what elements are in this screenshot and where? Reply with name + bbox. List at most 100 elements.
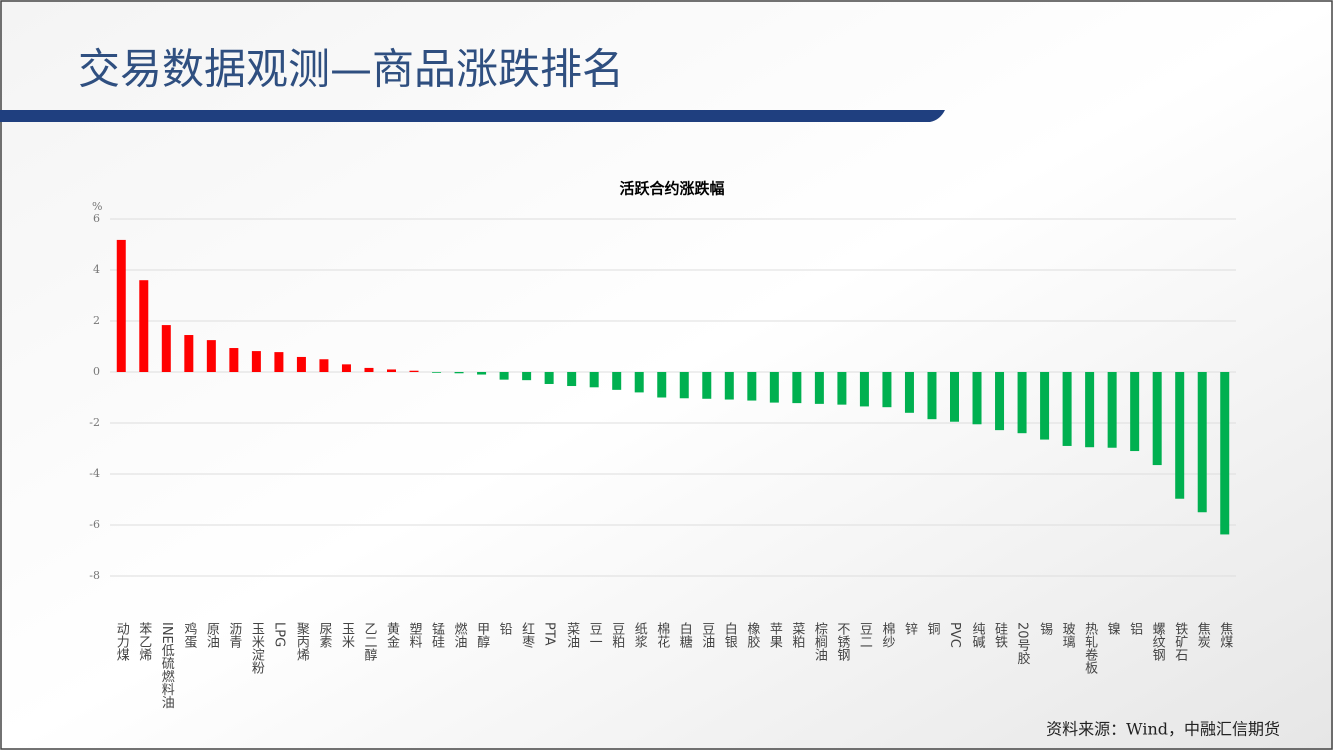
x-tick-label: 豆粕 xyxy=(609,622,625,648)
bar xyxy=(1130,372,1140,452)
bar xyxy=(1220,372,1230,535)
y-tick-label: -8 xyxy=(89,569,100,582)
x-tick-label: 白银 xyxy=(722,621,738,648)
x-tick-label: 鸡蛋 xyxy=(181,621,197,649)
bar xyxy=(161,325,171,372)
x-tick-label: 玻璃 xyxy=(1060,622,1076,648)
bar xyxy=(364,367,374,372)
y-tick-label: 2 xyxy=(93,314,100,327)
bar xyxy=(229,348,239,372)
x-tick-label: 沥青 xyxy=(226,622,242,648)
bar xyxy=(702,372,712,399)
y-axis-label: % xyxy=(92,200,102,213)
x-tick-label: PVC xyxy=(947,622,962,648)
x-tick-label: 豆二 xyxy=(857,622,873,648)
bar xyxy=(859,372,869,407)
bar xyxy=(927,372,937,420)
bar xyxy=(206,340,216,372)
bar xyxy=(341,364,351,372)
bar xyxy=(1175,372,1185,499)
bar xyxy=(1062,372,1072,446)
bar xyxy=(882,372,892,408)
bar xyxy=(904,372,914,413)
x-tick-label: 苹果 xyxy=(767,622,783,648)
y-tick-label: 4 xyxy=(93,263,100,276)
bar xyxy=(139,280,149,372)
bar xyxy=(747,372,757,401)
bar xyxy=(972,372,982,425)
bar xyxy=(1107,372,1117,448)
x-tick-label: 不锈钢 xyxy=(834,622,850,662)
source-note: 资料来源：Wind，中融汇信期货 xyxy=(1046,720,1280,739)
x-tick-label: 白糖 xyxy=(677,621,693,649)
bar xyxy=(769,372,779,403)
x-tick-label: 尿素 xyxy=(316,622,332,648)
slide-title: 交易数据观测—商品涨跌排名 xyxy=(78,45,624,94)
bar xyxy=(1085,372,1095,448)
x-tick-label: 燃油 xyxy=(452,621,468,648)
x-tick-label: INE低硫燃料油 xyxy=(159,622,175,709)
x-tick-label: 铝 xyxy=(1127,622,1143,635)
bar xyxy=(409,370,419,372)
x-tick-label: 棉花 xyxy=(654,622,670,649)
x-tick-label: 玉米淀粉 xyxy=(249,622,265,674)
bar xyxy=(522,372,532,381)
bar xyxy=(567,372,577,387)
bar xyxy=(657,372,667,398)
x-tick-label: 20号胶 xyxy=(1015,622,1031,666)
x-tick-label: 乙二醇 xyxy=(361,622,377,661)
x-tick-label: 塑料 xyxy=(407,622,423,648)
x-tick-label: 黄金 xyxy=(384,622,400,648)
y-tick-label: -4 xyxy=(89,467,100,480)
x-tick-label: 螺纹钢 xyxy=(1150,622,1166,662)
bar xyxy=(1152,372,1162,466)
bar xyxy=(387,369,396,372)
x-tick-label: 锡 xyxy=(1037,622,1053,635)
bar xyxy=(274,352,284,372)
x-tick-label: 锌 xyxy=(902,622,918,635)
x-tick-label: 热轧卷板 xyxy=(1082,622,1098,675)
x-tick-label: 铅 xyxy=(497,622,512,635)
y-tick-label: -2 xyxy=(89,416,100,429)
bar xyxy=(1040,372,1050,440)
x-tick-label: 苯乙烯 xyxy=(136,622,152,661)
x-tick-label: 甲醇 xyxy=(474,622,490,648)
bar xyxy=(814,372,824,404)
bar xyxy=(837,372,847,405)
bar xyxy=(1197,372,1207,513)
y-tick-label: 0 xyxy=(93,365,100,378)
x-tick-label: 棕榈油 xyxy=(812,622,828,661)
x-tick-label: 焦煤 xyxy=(1217,622,1233,648)
x-tick-label: 纯碱 xyxy=(970,622,986,648)
x-tick-label: 铁矿石 xyxy=(1172,622,1188,661)
x-tick-label: 菜粕 xyxy=(789,622,805,648)
x-tick-label: 铜 xyxy=(924,622,940,635)
x-tick-label: 豆油 xyxy=(699,622,715,648)
bar xyxy=(319,359,329,372)
bar xyxy=(251,351,261,372)
bar xyxy=(454,372,464,374)
x-tick-label: 聚丙烯 xyxy=(294,622,310,661)
x-tick-label: PTA xyxy=(542,622,557,646)
x-tick-label: 棉纱 xyxy=(879,622,895,648)
y-tick-label: 6 xyxy=(93,212,100,225)
x-tick-label: 豆一 xyxy=(587,622,603,648)
x-tick-label: 锰硅 xyxy=(429,622,445,648)
x-tick-label: 动力煤 xyxy=(114,622,130,661)
bar xyxy=(679,372,689,399)
bar xyxy=(296,356,306,372)
x-tick-label: 橡胶 xyxy=(744,622,760,649)
x-tick-label: LPG xyxy=(271,622,286,647)
bar xyxy=(589,372,599,388)
bar xyxy=(724,372,734,400)
x-tick-label: 原油 xyxy=(204,622,220,648)
bar xyxy=(499,372,509,380)
header-band xyxy=(0,110,945,122)
bar xyxy=(950,372,959,422)
x-tick-label: 焦炭 xyxy=(1195,622,1211,649)
x-tick-label: 镍 xyxy=(1105,622,1121,635)
bar xyxy=(544,372,554,384)
